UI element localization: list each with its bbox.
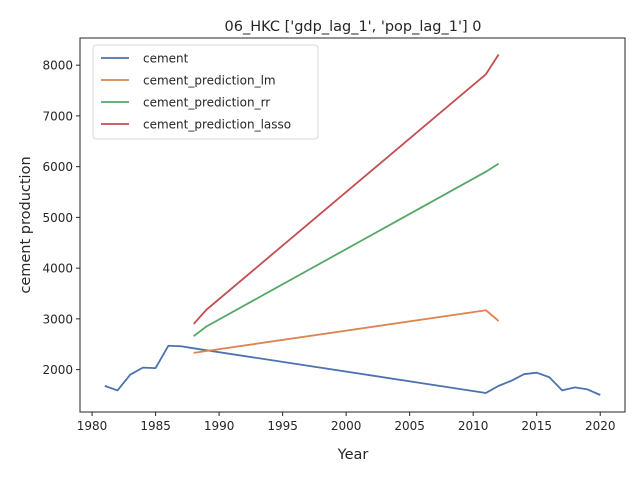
y-axis-label: cement production (18, 156, 34, 293)
series-line-cement-prediction-rr (193, 162, 500, 337)
x-tick-label: 1980 (77, 419, 108, 433)
chart-title: 06_HKC ['gdp_lag_1', 'pop_lag_1'] 0 (225, 19, 482, 35)
plot-frame (79, 37, 626, 413)
legend-label-cement: cement (143, 52, 189, 66)
legend: cement cement_prediction_lm cement_predict… (92, 44, 319, 140)
x-tick-label: 1990 (204, 419, 235, 433)
legend-box (92, 44, 319, 140)
y-tick-label: 8000 (42, 59, 73, 73)
series-layer (104, 54, 601, 396)
x-tick-label: 2005 (394, 419, 425, 433)
x-tick-label: 2010 (458, 419, 489, 433)
y-tick-label: 6000 (42, 160, 73, 174)
x-tick-label: 1985 (140, 419, 171, 433)
y-tick-label: 3000 (42, 312, 73, 326)
x-tick-label: 2000 (331, 419, 362, 433)
x-tick-label: 2015 (521, 419, 552, 433)
x-axis-label: Year (337, 447, 369, 463)
series-line-cement-prediction-lasso (193, 54, 500, 325)
y-tick-label: 2000 (42, 363, 73, 377)
legend-label-cement-prediction-lasso: cement_prediction_lasso (143, 118, 291, 132)
y-tick-label: 5000 (42, 211, 73, 225)
x-tick-label: 2020 (585, 419, 616, 433)
x-axis: 1980 1985 1990 1995 2000 2005 2010 2015 2020 (77, 412, 616, 433)
series-line-cement-prediction-lm (193, 309, 500, 354)
series-line-cement (104, 344, 601, 396)
y-tick-label: 7000 (42, 109, 73, 123)
y-axis: 2000 3000 4000 5000 6000 7000 8000 (42, 59, 80, 377)
legend-label-cement-prediction-rr: cement_prediction_rr (143, 96, 270, 110)
y-tick-label: 4000 (42, 262, 73, 276)
legend-label-cement-prediction-lm: cement_prediction_lm (143, 74, 276, 88)
x-tick-label: 1995 (267, 419, 298, 433)
